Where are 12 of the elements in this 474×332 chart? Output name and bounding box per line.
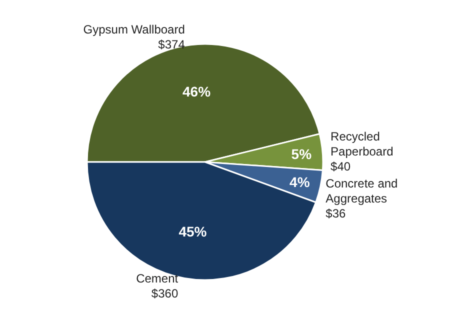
text: 5% [291,146,312,162]
data-label: $40 [330,159,351,174]
slice-label: Recycled Paperboard [330,129,394,158]
data-label: $374 [158,37,186,52]
slice-label: Cement [136,272,179,286]
text: 4% [290,174,310,190]
slice-label: Gypsum Wallboard [83,22,185,36]
text: 46% [182,84,211,100]
data-label: $360 [151,286,178,301]
text: 45% [178,224,207,240]
slice-label: Concrete and Aggregates [326,176,398,206]
data-label: $36 [326,206,346,220]
